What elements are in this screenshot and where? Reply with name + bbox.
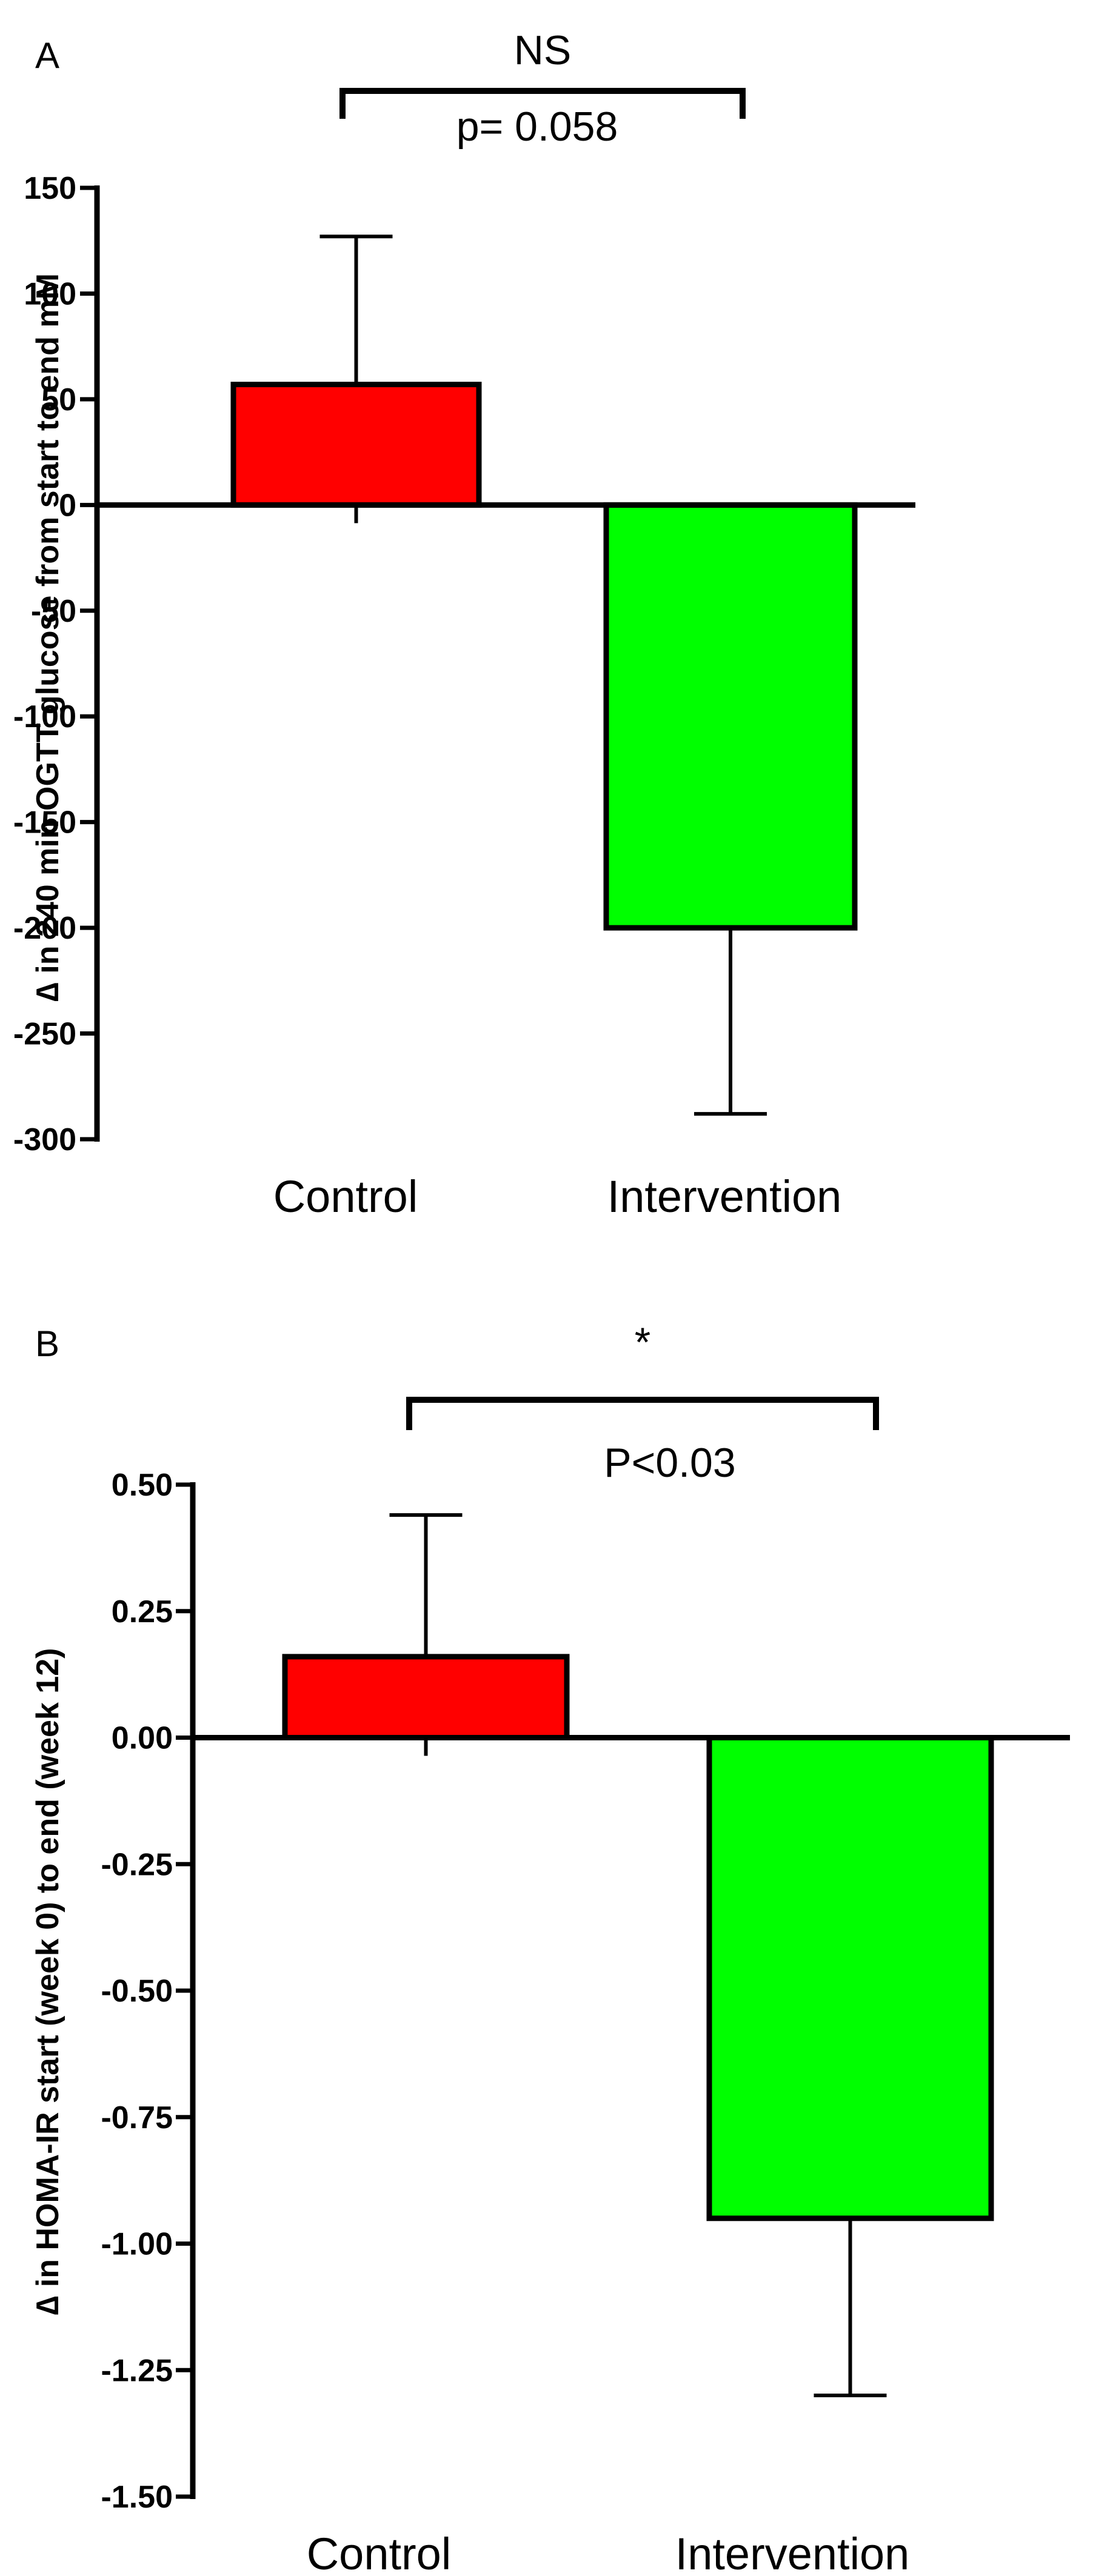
- panel-b-category-intervention: Intervention: [675, 2529, 910, 2576]
- panel-a-bar-intervention: [603, 502, 858, 931]
- panel-a-significance-bracket: [339, 88, 746, 119]
- panel-b-axes: [190, 1482, 1070, 2499]
- panel-b-bars: [282, 1654, 994, 2222]
- panel-b-y-tick-label: -0.25: [101, 1847, 173, 1882]
- panel-a-y-tick-label: -300: [13, 1122, 76, 1157]
- panel-a-y-tick-label: 50: [41, 382, 76, 418]
- panel-b-y-ticks: 0.50 0.25 0.00 -0.25 -0.50 -0.75 -1.00 -1.25 -1.…: [101, 1468, 193, 2515]
- panel-a-category-intervention: Intervention: [607, 1171, 842, 1222]
- panel-a-y-tick-label: -150: [13, 805, 76, 840]
- panel-a-p-value: p= 0.058: [456, 104, 618, 150]
- panel-b-y-tick-label: 0.25: [112, 1594, 173, 1629]
- panel-a-bar-control: [230, 381, 482, 508]
- panel-a-y-tick-label: -250: [13, 1017, 76, 1052]
- panel-b-letter: B: [35, 1323, 59, 1364]
- panel-a-chart: A NS p= 0.058 Control Intervention ∆ in …: [13, 27, 915, 1222]
- panel-a-letter: A: [35, 35, 59, 76]
- panel-b-y-tick-label: -0.50: [101, 1974, 173, 2009]
- panel-a-y-ticks: 150 100 50 0 -50 -100 -150 -200 -250 -300: [13, 171, 97, 1157]
- panel-b-bar-intervention: [706, 1735, 994, 2222]
- panel-a-axes: [94, 185, 915, 1142]
- panel-b-p-value: P<0.03: [604, 1440, 735, 1486]
- panel-b-y-tick-label: 0.50: [112, 1468, 173, 1503]
- panel-a-y-tick-label: -200: [13, 911, 76, 946]
- panel-a-error-bars: [319, 235, 767, 1116]
- panel-b-y-axis-label: ∆ in HOMA-IR start (week 0) to end (week…: [30, 1648, 65, 2315]
- panel-a-y-tick-label: 150: [24, 171, 76, 206]
- panel-a-bars: [230, 381, 858, 931]
- panel-b-category-control: Control: [307, 2529, 452, 2576]
- panel-b-bar-control: [282, 1654, 570, 1740]
- panel-a-category-control: Control: [273, 1171, 418, 1222]
- panel-a-significance-label: NS: [514, 27, 571, 73]
- panel-b-y-tick-label: -0.75: [101, 2100, 173, 2135]
- panel-b-y-tick-label: -1.00: [101, 2227, 173, 2262]
- panel-a-y-tick-label: 0: [59, 488, 76, 523]
- panel-a-y-tick-label: -50: [31, 594, 76, 629]
- panel-b-bracket-line: [406, 1397, 879, 1430]
- panel-b-y-tick-label: -1.25: [101, 2353, 173, 2388]
- panel-b-error-bars: [389, 1513, 887, 2397]
- panel-b-y-tick-label: 0.00: [112, 1721, 173, 1756]
- panel-b-chart: B * P<0.03 Control Intervention ∆ in HOM…: [30, 1319, 1070, 2576]
- panel-a-y-tick-label: -100: [13, 699, 76, 734]
- panel-a-bracket-line: [339, 88, 746, 119]
- panel-b-significance-bracket: [406, 1397, 879, 1430]
- panel-b-y-tick-label: -1.50: [101, 2480, 173, 2515]
- panel-b-significance-label: *: [635, 1319, 650, 1365]
- panel-a-y-axis-label: ∆ in 240 min OGTT glucose from start to …: [30, 273, 65, 1002]
- panel-a-y-tick-label: 100: [24, 276, 76, 311]
